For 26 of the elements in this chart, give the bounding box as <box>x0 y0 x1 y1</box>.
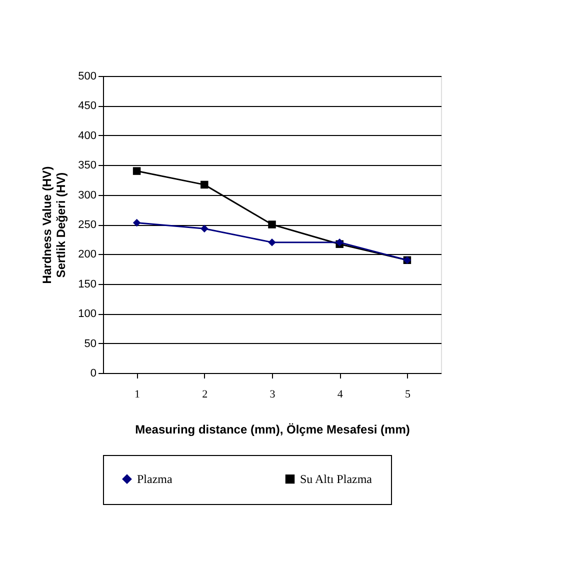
legend-label: Plazma <box>137 472 173 486</box>
x-tick-label: 2 <box>202 388 208 400</box>
y-tick-label: 250 <box>78 219 96 231</box>
y-tick-label: 0 <box>90 368 96 380</box>
y-tick-label: 100 <box>78 308 96 320</box>
y-tick-label: 350 <box>78 160 96 172</box>
y-tick-label: 450 <box>78 100 96 112</box>
point <box>200 180 208 189</box>
x-axis-title: Measuring distance (mm), Ölçme Mesafesi (mm) <box>135 422 410 436</box>
legend-label: Su Altı Plazma <box>300 472 373 486</box>
y-tick-label: 500 <box>78 70 96 82</box>
y-tick-label: 400 <box>78 130 96 142</box>
x-tick-label: 3 <box>270 388 276 400</box>
x-tick-label: 5 <box>404 388 411 400</box>
x-tick-label: 4 <box>337 388 344 400</box>
x-tick-label: 1 <box>134 388 140 400</box>
y-tick-label: 50 <box>84 338 96 350</box>
y-tick-label: 300 <box>78 189 96 202</box>
point <box>200 224 208 233</box>
point <box>132 167 141 175</box>
point <box>268 238 276 246</box>
point <box>268 220 276 228</box>
y-tick-label: 150 <box>78 278 96 290</box>
point <box>132 218 141 227</box>
y-axis-title: Hardness Value (HV) Sertlik Değeri (HV) <box>40 166 68 284</box>
y-tick-label: 200 <box>78 248 96 261</box>
